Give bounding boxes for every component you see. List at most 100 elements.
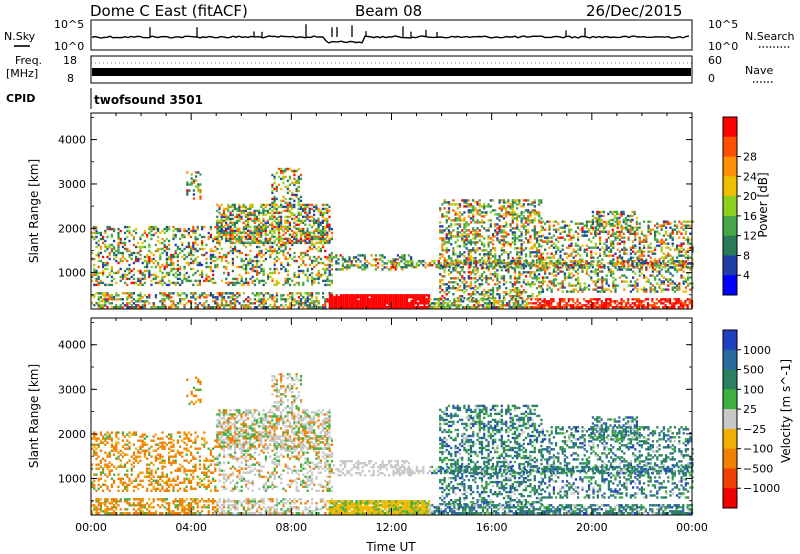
echo-cell xyxy=(295,281,298,285)
echo-cell xyxy=(249,249,252,253)
echo-cell xyxy=(161,251,164,255)
echo-cell xyxy=(596,268,599,271)
echo-cell xyxy=(253,255,256,259)
echo-cell xyxy=(658,224,661,227)
echo-cell xyxy=(544,276,547,279)
echo-cell xyxy=(671,256,674,259)
echo-cell xyxy=(467,239,470,242)
echo-cell xyxy=(599,270,602,273)
echo-cell xyxy=(570,252,573,255)
echo-cell xyxy=(102,269,105,273)
echo-cell xyxy=(286,257,289,261)
echo-cell xyxy=(302,251,305,255)
echo-cell xyxy=(159,253,162,257)
echo-cell xyxy=(271,197,274,201)
echo-cell xyxy=(168,263,171,267)
echo-cell xyxy=(119,279,122,283)
echo-cell xyxy=(262,271,265,275)
echo-cell xyxy=(667,260,670,263)
echo-cell xyxy=(238,227,241,230)
echo-cell xyxy=(256,306,259,309)
echo-cell xyxy=(139,247,142,251)
echo-cell xyxy=(161,277,164,281)
echo-cell xyxy=(568,228,571,231)
echo-cell xyxy=(227,217,230,221)
echo-cell xyxy=(475,298,478,301)
echo-cell xyxy=(181,255,184,259)
echo-cell xyxy=(439,253,442,256)
echo-cell xyxy=(467,199,470,202)
echo-cell xyxy=(627,284,630,287)
echo-cell xyxy=(450,271,453,274)
echo-cell xyxy=(568,244,571,247)
echo-cell xyxy=(472,237,475,240)
echo-cell xyxy=(240,257,243,261)
echo-cell xyxy=(475,306,478,309)
echo-cell xyxy=(229,235,232,238)
echo-cell xyxy=(396,254,399,257)
echo-cell xyxy=(374,258,377,261)
echo-cell xyxy=(249,217,252,221)
echo-cell xyxy=(324,225,327,228)
echo-cell xyxy=(601,276,604,279)
echo-cell xyxy=(465,257,468,260)
echo-cell xyxy=(295,223,298,226)
echo-cell xyxy=(255,225,258,228)
echo-cell xyxy=(225,277,228,281)
echo-cell xyxy=(533,209,536,212)
echo-cell xyxy=(223,296,226,299)
echo-cell xyxy=(291,197,294,201)
echo-cell xyxy=(609,222,612,226)
echo-cell xyxy=(634,244,637,247)
echo-cell xyxy=(256,265,259,269)
echo-cell xyxy=(242,304,245,307)
echo-cell xyxy=(461,289,464,292)
echo-cell xyxy=(559,254,562,257)
echo-cell xyxy=(220,203,223,207)
echo-cell xyxy=(522,241,525,244)
echo-cell xyxy=(627,268,630,271)
echo-cell xyxy=(518,247,521,250)
echo-cell xyxy=(115,255,118,259)
echo-cell xyxy=(110,279,113,283)
echo-cell xyxy=(636,266,639,269)
echo-cell xyxy=(150,227,153,231)
echo-cell xyxy=(236,237,239,240)
echo-cell xyxy=(117,306,120,309)
echo-cell xyxy=(313,217,316,221)
echo-cell xyxy=(236,219,239,222)
echo-cell xyxy=(174,235,177,239)
echo-cell xyxy=(317,261,320,265)
echo-cell xyxy=(108,273,111,277)
echo-cell xyxy=(330,235,333,239)
echo-cell xyxy=(293,193,296,197)
echo-cell xyxy=(227,261,230,265)
echo-cell xyxy=(476,227,479,230)
echo-cell xyxy=(227,283,230,287)
echo-cell xyxy=(671,236,674,239)
echo-cell xyxy=(192,253,195,257)
echo-cell xyxy=(291,243,294,247)
echo-cell xyxy=(157,281,160,285)
echo-cell xyxy=(269,215,272,219)
echo-cell xyxy=(297,281,300,285)
echo-cell xyxy=(474,229,477,232)
echo-cell xyxy=(223,253,226,257)
echo-cell xyxy=(654,268,657,271)
echo-cell xyxy=(524,253,528,256)
echo-cell xyxy=(678,220,681,223)
echo-cell xyxy=(181,292,184,295)
echo-cell xyxy=(159,247,162,251)
beam-label: Beam 08 xyxy=(355,2,422,20)
echo-cell xyxy=(306,235,309,239)
echo-cell xyxy=(647,224,650,227)
echo-cell xyxy=(607,212,610,216)
echo-cell xyxy=(500,275,503,278)
echo-cell xyxy=(557,288,560,291)
nsky-tick-top: 10^5 xyxy=(54,18,84,31)
echo-cell xyxy=(183,292,186,295)
echo-cell xyxy=(194,231,197,235)
echo-cell xyxy=(95,253,98,257)
echo-cell xyxy=(313,259,316,263)
echo-cell xyxy=(480,257,484,260)
